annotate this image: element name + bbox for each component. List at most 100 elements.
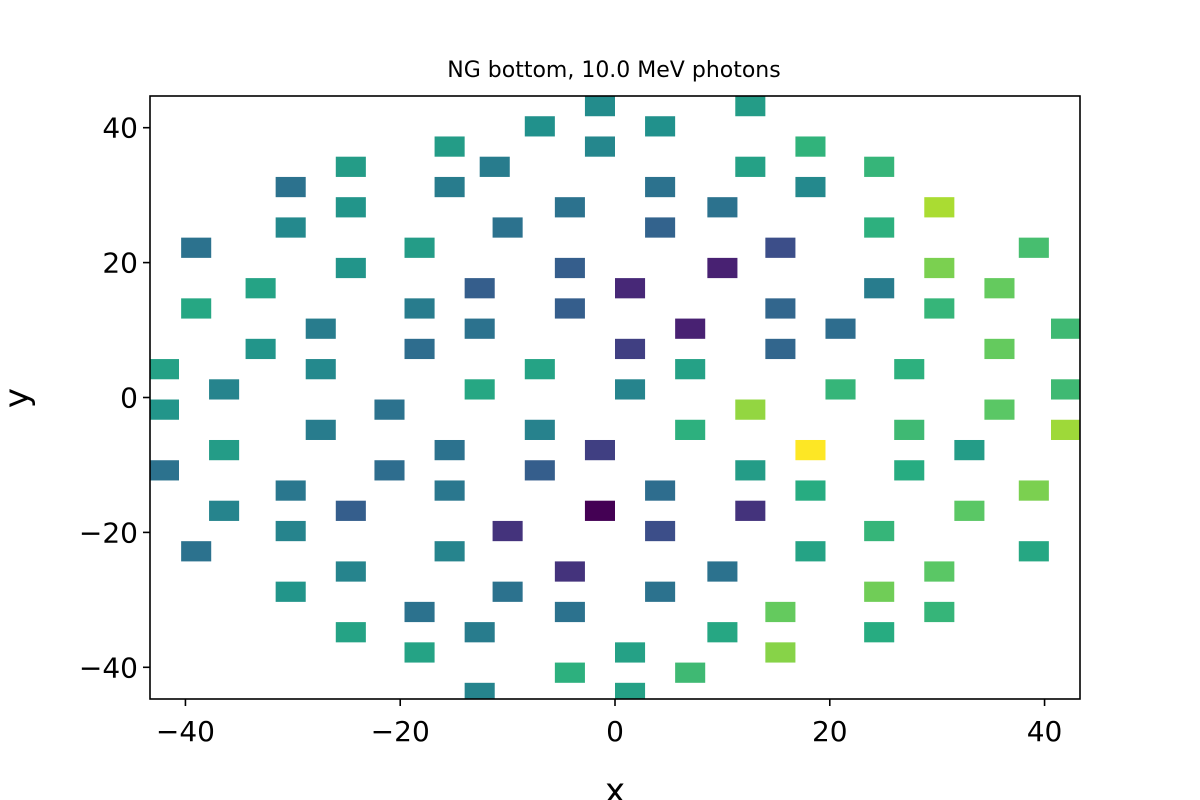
heatmap-cell [209, 439, 240, 461]
cell-layer [150, 96, 1080, 699]
heatmap-cell [615, 379, 646, 400]
heatmap-cell [675, 662, 706, 683]
heatmap-cell [765, 601, 796, 623]
x-axis: −40 −20 0 20 40 [156, 699, 1062, 748]
heatmap-cell [615, 278, 646, 299]
heatmap-cell [404, 642, 435, 663]
x-tick-label: −20 [371, 715, 430, 748]
heatmap-cell [735, 399, 766, 420]
heatmap-cell [524, 359, 555, 380]
heatmap-cell [524, 460, 555, 481]
heatmap-cell [150, 460, 179, 481]
heatmap-cell [374, 460, 405, 481]
heatmap-cell [335, 156, 366, 177]
heatmap-cell [735, 460, 766, 481]
heatmap-cell [584, 439, 615, 461]
heatmap-cell [645, 581, 676, 602]
heatmap-cell [894, 460, 925, 481]
heatmap-cell [434, 541, 465, 562]
heatmap-cell [645, 217, 676, 238]
heatmap-cell [1018, 480, 1049, 501]
heatmap-cell [150, 399, 179, 420]
heatmap-cell [434, 136, 465, 157]
heatmap-cell [275, 176, 306, 198]
heatmap-cell [765, 237, 796, 258]
heatmap-cell [795, 541, 826, 562]
heatmap-cell [584, 500, 615, 521]
x-tick-label: 20 [812, 715, 848, 748]
heatmap-cell [954, 500, 985, 521]
x-axis-label: x [605, 771, 625, 800]
heatmap-cell [245, 278, 276, 299]
heatmap-cell [1018, 237, 1049, 258]
x-tick-label: −40 [156, 715, 215, 748]
heatmap-cell [479, 156, 510, 177]
y-tick-label: 40 [102, 112, 138, 145]
heatmap-cell [464, 622, 495, 643]
heatmap-cell [984, 278, 1015, 299]
heatmap-cell [615, 338, 646, 360]
heatmap-cell [1018, 541, 1049, 562]
y-tick-label: 0 [120, 382, 138, 415]
y-tick-label: 20 [102, 247, 138, 280]
heatmap-cell [735, 96, 766, 117]
heatmap-cell [554, 601, 585, 623]
heatmap-cell [924, 197, 955, 218]
heatmap-cell [645, 176, 676, 198]
heatmap-cell [245, 338, 276, 360]
heatmap-cell [864, 581, 895, 602]
heatmap-cell [275, 581, 306, 602]
heatmap-cell [615, 682, 646, 699]
heatmap-cell [584, 136, 615, 157]
heatmap-cell [305, 318, 336, 339]
heatmap-cell [209, 379, 240, 400]
heatmap-cell [492, 520, 523, 542]
heatmap-cell [707, 197, 738, 218]
heatmap-cell [645, 480, 676, 501]
heatmap-cell [675, 318, 706, 339]
heatmap-cell [795, 439, 826, 461]
y-axis-label: y [0, 388, 37, 408]
heatmap-cell [984, 338, 1015, 360]
heatmap-cell [894, 419, 925, 440]
heatmap-cell [335, 257, 366, 279]
heatmap-cell [209, 500, 240, 521]
heatmap-cell [275, 480, 306, 501]
heatmap-cell [335, 197, 366, 218]
heatmap-cell [864, 217, 895, 238]
heatmap-cell [464, 318, 495, 339]
heatmap-cell [1051, 379, 1080, 400]
heatmap-cell [954, 439, 985, 461]
heatmap-cell [924, 257, 955, 279]
heatmap-cell [335, 561, 366, 582]
heatmap-cell [404, 338, 435, 360]
heatmap-cell [305, 359, 336, 380]
chart-title: NG bottom, 10.0 MeV photons [447, 58, 780, 83]
heatmap-cell [894, 359, 925, 380]
heatmap-cell [492, 581, 523, 602]
heatmap-cell [795, 136, 826, 157]
heatmap-cell [275, 520, 306, 542]
x-tick-label: 40 [1027, 715, 1063, 748]
heatmap-cell [615, 642, 646, 663]
heatmap-cell [984, 399, 1015, 420]
heatmap-cell [181, 298, 212, 319]
heatmap-cell [825, 318, 856, 339]
heatmap-cell [181, 237, 212, 258]
heatmap-cell [924, 561, 955, 582]
heatmap-cell [464, 682, 495, 699]
heatmap-cell [584, 96, 615, 117]
heatmap-cell [554, 561, 585, 582]
heatmap-cell [554, 298, 585, 319]
heatmap-cell [795, 176, 826, 198]
heatmap-cell [864, 156, 895, 177]
heatmap-cell [795, 480, 826, 501]
heatmap-cell [554, 257, 585, 279]
heatmap-cell [765, 298, 796, 319]
heatmap-cell [464, 379, 495, 400]
heatmap-cell [434, 439, 465, 461]
heatmap-cell [645, 520, 676, 542]
heatmap-cell [707, 622, 738, 643]
heatmap-cell [404, 601, 435, 623]
heatmap-cell [464, 278, 495, 299]
